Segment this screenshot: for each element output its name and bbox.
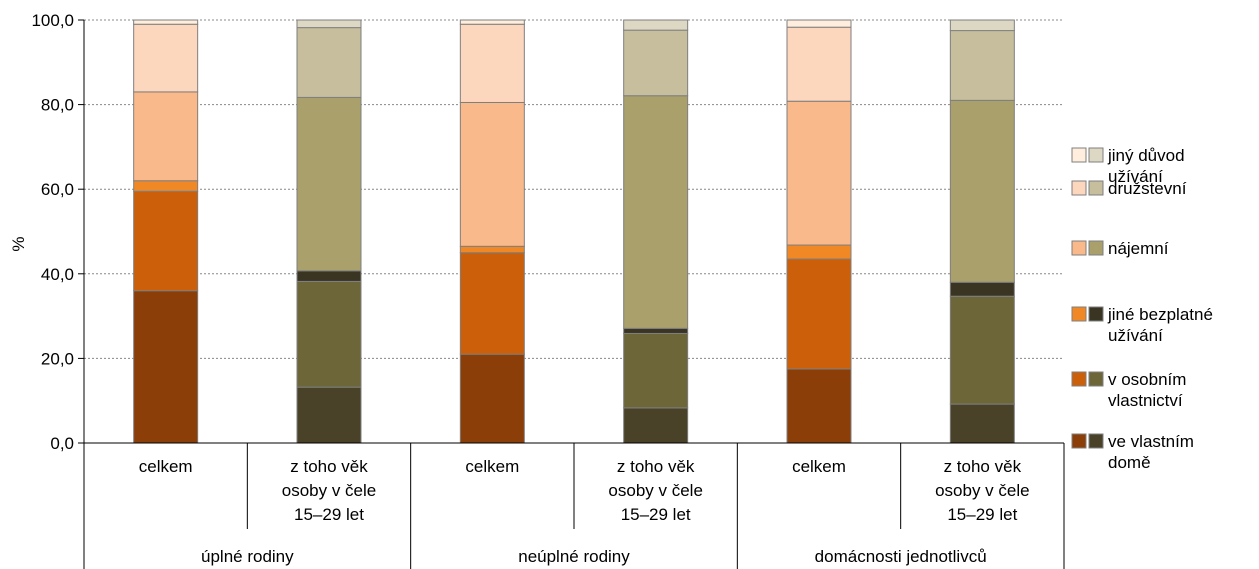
legend-swatch [1071,433,1087,449]
y-tick-label: 60,0 [41,180,74,199]
axes: 0,0 20,0 40,0 60,0 80,0 100,0 [31,11,1065,569]
x-category-label: z toho věk [617,457,695,476]
bar-segment [623,29,689,97]
bar-segment [786,258,852,370]
legend-swatch [1088,306,1104,322]
bar-segment [296,27,362,98]
legend-swatch [1088,240,1104,256]
bar-segment [623,407,689,444]
legend-label: ve vlastním [1108,432,1194,451]
x-category-label: osoby v čele [282,481,377,500]
legend-label: družstevní [1108,179,1187,198]
legend-label: jiný důvod [1107,146,1185,165]
bar-segment [459,23,525,103]
y-axis-label: % [9,236,28,251]
x-category-label: 15–29 let [621,505,691,524]
legend-swatch [1071,180,1087,196]
x-group-label: neúplné rodiny [518,547,630,566]
bar-segment [949,99,1015,283]
x-category-label: z toho věk [290,457,368,476]
x-category-label: celkem [792,457,846,476]
bar-segment [296,386,362,444]
legend-swatch [1088,433,1104,449]
bar-segment [949,19,1015,32]
x-category-label: celkem [465,457,519,476]
x-group-label: domácnosti jednotlivců [815,547,987,566]
bar-segment [623,332,689,409]
legend-swatch [1071,371,1087,387]
bar-segment [296,280,362,388]
bar-segment [296,270,362,282]
bars [133,19,1015,444]
x-category-label: 15–29 let [294,505,364,524]
bar-segment [133,19,199,25]
y-tick-label: 20,0 [41,349,74,368]
bar-segment [786,244,852,260]
bar-segment [459,353,525,444]
x-category-label: 15–29 let [947,505,1017,524]
bar-segment [949,403,1015,444]
legend-swatch [1071,240,1087,256]
bar-segment [786,368,852,444]
legend-swatch [1071,306,1087,322]
bar-segment [133,190,199,292]
bar-segment [133,290,199,444]
legend-label: v osobním [1108,370,1186,389]
bar-segment [133,180,199,192]
bar-segment [459,245,525,254]
x-category-label: osoby v čele [935,481,1030,500]
bar-segment [623,95,689,329]
bar-segment [623,327,689,334]
x-group-label: úplné rodiny [201,547,294,566]
bar-segment [786,100,852,246]
legend-label: užívání [1108,326,1163,345]
legend-label: domě [1108,453,1151,472]
y-tick-label: 0,0 [50,434,74,453]
bar-segment [949,30,1015,101]
legend-swatch [1088,180,1104,196]
bar-segment [459,19,525,25]
x-category-label: z toho věk [944,457,1022,476]
y-tick-label: 100,0 [31,11,74,30]
x-category-label: celkem [139,457,193,476]
y-tick-label: 40,0 [41,265,74,284]
bar-segment [949,281,1015,297]
bar-segment [133,23,199,93]
legend-swatch [1088,371,1104,387]
x-category-label: osoby v čele [608,481,703,500]
y-tick-label: 80,0 [41,96,74,115]
bar-segment [623,19,689,31]
legend-label: jiné bezplatné [1107,305,1213,324]
legend-label: vlastnictví [1108,391,1183,410]
bar-segment [459,252,525,355]
bar-segment [133,91,199,182]
x-category-labels: celkem z toho věk osoby v čele 15–29 let cel… [139,457,1030,566]
legend-swatch [1088,147,1104,163]
bar-segment [296,19,362,29]
legend-swatch [1071,147,1087,163]
bar-segment [459,101,525,247]
bar-segment [786,19,852,28]
bar-segment [949,295,1015,405]
bar-segment [786,26,852,102]
gridlines [84,19,1064,359]
bar-segment [296,96,362,272]
legend-label: užívání [1108,167,1163,186]
legend-label: nájemní [1108,239,1169,258]
